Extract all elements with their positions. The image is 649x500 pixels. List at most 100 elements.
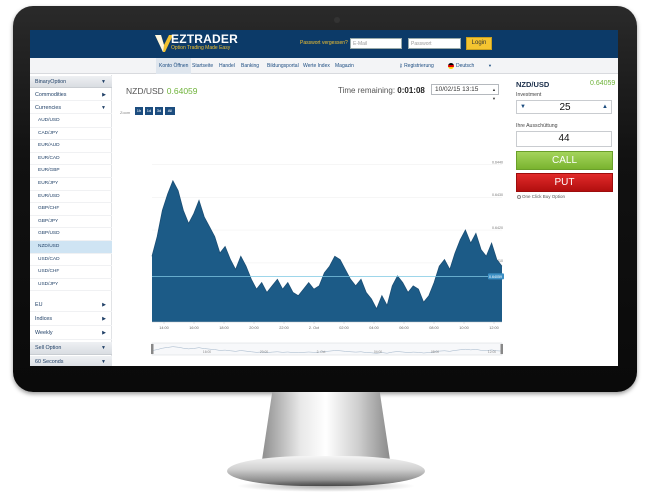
navigator-tick-label: 20:00: [260, 350, 268, 354]
zoom-all-button[interactable]: All: [165, 107, 175, 115]
navigator-series: [151, 346, 503, 354]
sidebar-item-gbp-usd[interactable]: GBP/USD: [30, 228, 112, 241]
sidebar-category-binary-option[interactable]: BinaryOption ▼: [30, 76, 112, 88]
email-input[interactable]: E-Mail: [350, 38, 402, 49]
language-chevron-down-icon[interactable]: ▼: [488, 63, 492, 68]
radio-icon[interactable]: [517, 194, 521, 199]
nav-item-trade[interactable]: Handel: [219, 63, 235, 69]
monitor-stand-shadow: [236, 480, 416, 492]
zoom-1h-button[interactable]: 1h: [135, 107, 143, 115]
zoom-label: Zoom: [120, 110, 131, 115]
sidebar-item-gbp-chf[interactable]: GBP/CHF: [30, 203, 112, 216]
chevron-down-icon: ▼: [101, 79, 106, 85]
current-price-flag: [488, 273, 504, 280]
sidebar-item-eur-cad[interactable]: EUR/CAD: [30, 153, 112, 166]
x-tick-label: 04:00: [369, 326, 379, 330]
time-remaining: Time remaining: 0:01:08: [338, 86, 425, 95]
price-chart[interactable]: 0.64400.64300.64200.64100.6405914:0016:0…: [114, 126, 506, 366]
german-flag-icon: [448, 62, 454, 69]
price-line: [151, 179, 503, 310]
nav-item-home[interactable]: Startseite: [192, 63, 214, 69]
decrease-triangle-icon[interactable]: ▼: [520, 104, 526, 110]
sidebar-item-usd-jpy[interactable]: USD/JPY: [30, 279, 112, 292]
sidebar-item-eur-jpy[interactable]: EUR/JPY: [30, 178, 112, 191]
login-button[interactable]: Login: [466, 37, 492, 50]
x-tick-label: 2. Oct: [309, 326, 320, 330]
chevron-right-icon: ▶: [102, 316, 106, 322]
chevron-down-icon: ▼: [101, 105, 106, 111]
time-remaining-label: Time remaining:: [338, 86, 396, 95]
increase-triangle-icon[interactable]: ▲: [602, 104, 608, 110]
y-tick-label: 0.6440: [492, 160, 503, 164]
sidebar-item-label: USD/JPY: [38, 281, 59, 287]
forgot-password-link[interactable]: Passwort vergessen?: [300, 40, 348, 46]
monitor-stand-base: [227, 456, 425, 486]
chevron-down-icon: ▼: [101, 359, 106, 365]
nav-item-open-account[interactable]: Konto Öffnen: [156, 58, 192, 74]
logo-v-icon: [155, 35, 173, 52]
sidebar-item-cad-jpy[interactable]: CAD/JPY: [30, 128, 112, 141]
nav-item-index[interactable]: Werte Index: [303, 63, 330, 69]
x-tick-label: 02:00: [339, 326, 349, 330]
sidebar-item-usd-cad[interactable]: USD/CAD: [30, 254, 112, 267]
sidebar-item-label: CAD/JPY: [38, 130, 59, 136]
sidebar-item-eur-usd[interactable]: EUR/USD: [30, 191, 112, 204]
y-tick-label: 0.6420: [492, 226, 503, 230]
navigator-tick-label: 12:00: [488, 350, 496, 354]
current-price-label: 0.64059: [489, 275, 502, 279]
sidebar-sixty-seconds[interactable]: 60 Seconds ▼: [30, 356, 112, 366]
investment-label: Investment: [516, 92, 542, 98]
y-tick-label: 0.6430: [492, 193, 503, 197]
investment-stepper[interactable]: ▼ 25 ▲: [516, 100, 612, 114]
sidebar-item-label: GBP/JPY: [38, 218, 59, 224]
zoom-1d-button[interactable]: 1d: [145, 107, 153, 115]
expiry-value: 10/02/15 13:15: [435, 86, 479, 93]
nav-item-magazine[interactable]: Magazin: [335, 63, 354, 69]
one-click-label: One Click Buy Option: [522, 194, 566, 199]
sidebar-item-label: USD/CHF: [38, 269, 60, 275]
sidebar-item-usd-chf[interactable]: USD/CHF: [30, 266, 112, 279]
sidebar-category-weekly[interactable]: Weekly ▶: [30, 327, 112, 340]
sidebar-item-label: EUR/CAD: [38, 155, 60, 161]
language-label: Deutsch: [456, 63, 475, 69]
webcam: [334, 17, 340, 23]
sidebar-category-indices[interactable]: Indices ▶: [30, 313, 112, 326]
sidebar-item-aud-usd[interactable]: AUD/USD: [30, 115, 112, 128]
asset-sidebar: BinaryOption ▼ Commodities ▶ Currencies …: [30, 75, 112, 366]
language-selector[interactable]: Deutsch: [448, 58, 474, 74]
register-link[interactable]: ⚷ Registrierung: [399, 58, 434, 74]
sidebar-item-gbp-jpy[interactable]: GBP/JPY: [30, 216, 112, 229]
put-button[interactable]: PUT: [516, 173, 613, 192]
sidebar-item-label: EUR/AUD: [38, 143, 60, 149]
expiry-select[interactable]: 10/02/15 13:15 ▲ ▼: [431, 84, 499, 101]
navigator-right-handle[interactable]: [500, 344, 504, 354]
navigator-tick-label: 04:00: [374, 350, 382, 354]
sidebar-item-label: EUR/JPY: [38, 181, 59, 186]
x-tick-label: 08:00: [429, 326, 439, 330]
sidebar-item-eur-gbp[interactable]: EUR/GBP: [30, 165, 112, 178]
sidebar-category-currencies[interactable]: Currencies ▼: [30, 102, 112, 114]
nav-item-banking[interactable]: Banking: [241, 63, 260, 69]
sidebar-category-commodities[interactable]: Commodities ▶: [30, 89, 112, 101]
chevron-right-icon: ▶: [102, 302, 106, 308]
zoom-3d-button[interactable]: 3d: [155, 107, 163, 115]
one-click-option[interactable]: One Click Buy Option: [517, 194, 565, 199]
navigator-tick-label: 2. Oct: [317, 350, 326, 354]
call-button[interactable]: CALL: [516, 151, 613, 170]
payout-value: 44: [516, 131, 612, 147]
sidebar-item-nzd-usd[interactable]: NZD/USD: [30, 241, 112, 254]
sidebar-sell-option[interactable]: Sell Option ▼: [30, 342, 112, 355]
main-nav: Konto Öffnen Startseite Handel Banking B…: [30, 58, 618, 74]
sidebar-item-eur-aud[interactable]: EUR/AUD: [30, 140, 112, 153]
sidebar-item-label: GBP/CHF: [38, 206, 60, 212]
x-tick-label: 12:00: [489, 326, 499, 330]
password-input[interactable]: Passwort: [408, 38, 461, 49]
navigator-left-handle[interactable]: [151, 344, 154, 354]
sidebar-item-label: EUR/GBP: [38, 168, 60, 174]
x-tick-label: 22:00: [279, 326, 289, 330]
sidebar-category-eu[interactable]: EU ▶: [30, 299, 112, 312]
sidebar-item-label: EUR/USD: [38, 193, 60, 199]
x-tick-label: 06:00: [399, 326, 409, 330]
brand-logo[interactable]: EZTRADER Option Trading Made Easy: [155, 32, 245, 56]
nav-item-education[interactable]: Bildungsportal: [267, 63, 299, 69]
